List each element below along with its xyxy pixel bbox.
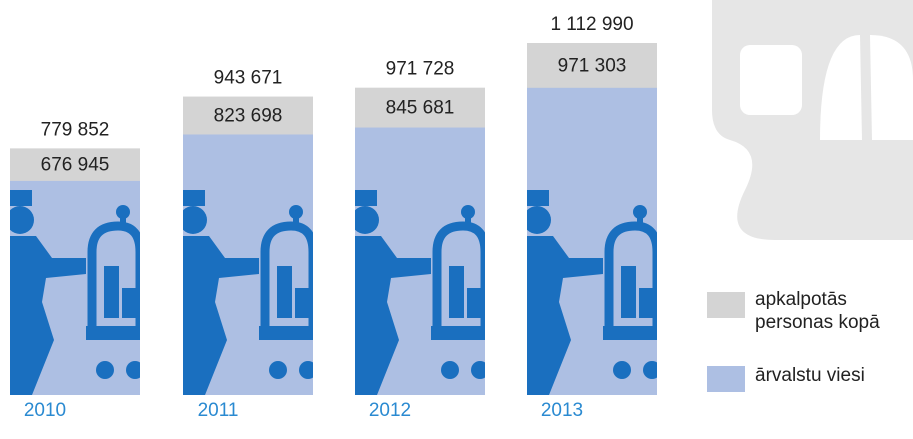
legend-label: apkalpotās personas kopā [755,289,880,333]
data-label: 971 303 [558,55,627,76]
legend-swatch [707,366,745,392]
data-label: 779 852 [41,119,110,140]
x-tick-label: 2012 [369,400,411,421]
labels: 779 852 676 945 2010 943 671 823 698 2011 971 … [24,14,634,421]
decoration [712,0,913,240]
data-label: 845 681 [386,98,455,119]
legend-swatch [707,292,745,318]
data-label: 943 671 [214,68,283,89]
data-label: 823 698 [214,106,283,127]
data-label: 971 728 [386,59,455,80]
x-tick-label: 2010 [24,400,66,421]
data-label: 676 945 [41,155,110,176]
data-label: 1 112 990 [550,14,633,35]
legend-label: ārvalstu viesi [755,365,865,386]
x-tick-label: 2013 [541,400,583,421]
x-tick-label: 2011 [198,400,239,421]
